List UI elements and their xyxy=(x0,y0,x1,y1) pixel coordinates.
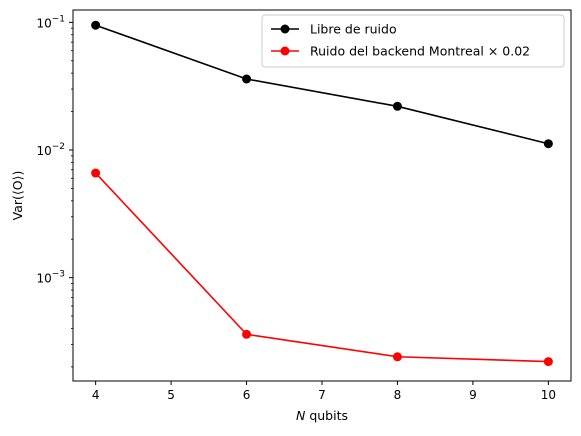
x-tick-label: 9 xyxy=(469,388,477,402)
series-point-0 xyxy=(242,74,252,84)
series-point-0 xyxy=(91,20,101,30)
series-point-1 xyxy=(392,352,402,362)
x-tick-label: 10 xyxy=(541,388,556,402)
legend-marker xyxy=(280,24,290,34)
legend-label: Ruido del backend Montreal × 0.02 xyxy=(310,44,530,59)
series-point-1 xyxy=(91,168,101,178)
legend-label: Libre de ruido xyxy=(310,22,397,37)
x-tick-label: 6 xyxy=(243,388,251,402)
legend-marker xyxy=(280,46,290,56)
x-tick-label: 7 xyxy=(318,388,326,402)
series-line-0 xyxy=(95,24,549,145)
x-axis: 4 5 6 7 8 9 10 xyxy=(92,381,556,402)
series-point-1 xyxy=(242,329,252,339)
y-tick-label: 10−2 xyxy=(36,142,65,158)
y-axis: 10−3 10−2 10−1 xyxy=(36,14,73,368)
series-layer xyxy=(91,20,553,367)
x-tick-label: 8 xyxy=(394,388,402,402)
y-tick-label: 10−1 xyxy=(36,14,65,30)
x-tick-label: 4 xyxy=(92,388,100,402)
series-line-1 xyxy=(95,172,549,363)
x-axis-label: N qubits xyxy=(296,408,348,423)
legend-box xyxy=(261,14,565,68)
x-tick-label: 5 xyxy=(167,388,175,402)
legend: Libre de ruido Ruido del backend Montreal… xyxy=(261,14,565,68)
series-point-0 xyxy=(543,139,553,149)
series-point-0 xyxy=(392,101,402,111)
y-axis-label: Var(⟨O⟩) xyxy=(10,171,25,221)
y-tick-label: 10−3 xyxy=(36,270,65,286)
series-point-1 xyxy=(543,357,553,367)
